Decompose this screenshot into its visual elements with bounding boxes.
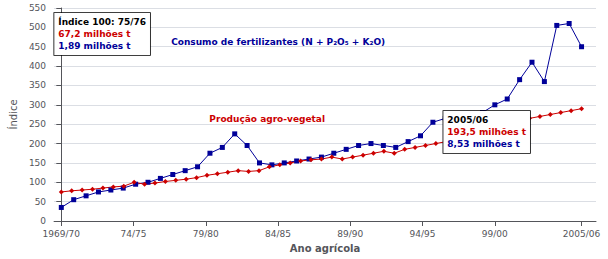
- svg-text:Consumo de fertilizantes (N +: Consumo de fertilizantes (N + P₂O₅ + K₂O…: [171, 37, 385, 47]
- svg-text:193,5 milhões t: 193,5 milhões t: [447, 127, 526, 137]
- svg-text:500: 500: [29, 22, 46, 32]
- svg-text:250: 250: [29, 119, 46, 129]
- svg-text:150: 150: [29, 158, 46, 168]
- svg-text:89/90: 89/90: [337, 229, 363, 239]
- svg-text:350: 350: [29, 80, 46, 90]
- svg-text:67,2 milhões t: 67,2 milhões t: [58, 29, 131, 39]
- svg-text:94/95: 94/95: [410, 229, 436, 239]
- svg-text:1969/70: 1969/70: [43, 229, 81, 239]
- svg-text:300: 300: [29, 100, 46, 110]
- svg-text:84/85: 84/85: [265, 229, 291, 239]
- svg-text:8,53 milhões t: 8,53 milhões t: [447, 139, 520, 149]
- svg-text:Produção agro-vegetal: Produção agro-vegetal: [209, 114, 325, 124]
- svg-text:550: 550: [29, 3, 46, 13]
- svg-text:2005/06: 2005/06: [447, 115, 488, 125]
- svg-text:100: 100: [29, 177, 46, 187]
- svg-text:2005/06: 2005/06: [563, 229, 601, 239]
- svg-text:0: 0: [40, 216, 46, 226]
- svg-text:1,89 milhões t: 1,89 milhões t: [58, 41, 131, 51]
- svg-text:Índice: Índice: [7, 99, 19, 129]
- svg-text:Ano agrícola: Ano agrícola: [290, 243, 360, 254]
- svg-text:200: 200: [29, 139, 46, 149]
- svg-text:74/75: 74/75: [121, 229, 147, 239]
- svg-text:50: 50: [35, 197, 47, 207]
- svg-text:79/80: 79/80: [193, 229, 219, 239]
- svg-text:Índice 100: 75/76: Índice 100: 75/76: [58, 16, 146, 27]
- svg-text:99/00: 99/00: [482, 229, 508, 239]
- svg-text:400: 400: [29, 61, 46, 71]
- svg-text:450: 450: [29, 42, 46, 52]
